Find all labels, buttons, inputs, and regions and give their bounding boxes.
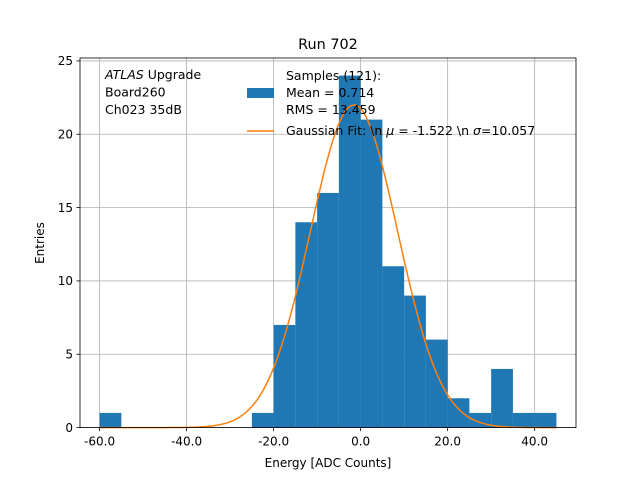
histogram-bar <box>382 266 405 428</box>
annotation-line: Ch023 35dB <box>105 102 182 117</box>
legend-fit-label: Gaussian Fit: \n μ = -1.522 \n σ=10.057 <box>286 123 535 138</box>
x-tick-label: -60.0 <box>84 435 115 449</box>
legend-hist-label: Samples (121): <box>286 68 381 83</box>
histogram-bar <box>491 368 513 428</box>
histogram-bar <box>317 192 339 428</box>
chart-title: Run 702 <box>298 37 358 53</box>
histogram-bar <box>251 412 274 428</box>
histogram-bar <box>338 75 361 428</box>
y-tick-label: 25 <box>58 54 73 68</box>
histogram-bar <box>512 412 535 428</box>
histogram-bar <box>404 295 426 428</box>
histogram-bar <box>534 412 557 428</box>
histogram-bar <box>360 119 383 428</box>
y-axis-label: Entries <box>33 222 47 264</box>
annotation-line: ATLAS Upgrade <box>104 67 201 82</box>
y-axis: 0 5 10 15 20 25 <box>58 54 80 435</box>
x-tick-label: 20.0 <box>434 435 461 449</box>
y-tick-label: 20 <box>58 128 73 142</box>
x-tick-label: -40.0 <box>171 435 202 449</box>
x-tick-label: 0.0 <box>351 435 370 449</box>
x-tick-label: -20.0 <box>258 435 289 449</box>
legend-hist-label: Mean = 0.714 <box>286 85 374 100</box>
y-tick-label: 15 <box>58 201 73 215</box>
legend: Samples (121): Mean = 0.714 RMS = 13.459… <box>247 68 535 138</box>
x-tick-label: 40.0 <box>521 435 548 449</box>
x-axis: -60.0 -40.0 -20.0 0.0 20.0 40.0 <box>84 427 548 449</box>
plot-frame <box>79 57 577 429</box>
annotation-line: Board260 <box>105 85 166 100</box>
histogram-bar <box>273 324 296 428</box>
y-tick-label: 10 <box>58 274 73 288</box>
atlas-annotation: ATLAS Upgrade Board260 Ch023 35dB <box>104 67 201 117</box>
histogram-bar <box>447 398 470 428</box>
legend-hist-label: RMS = 13.459 <box>286 102 376 117</box>
y-tick-label: 5 <box>65 348 73 362</box>
legend-hist-swatch <box>247 88 274 98</box>
y-tick-label: 0 <box>65 421 73 435</box>
histogram-bar <box>99 412 122 428</box>
x-axis-label: Energy [ADC Counts] <box>265 456 392 470</box>
